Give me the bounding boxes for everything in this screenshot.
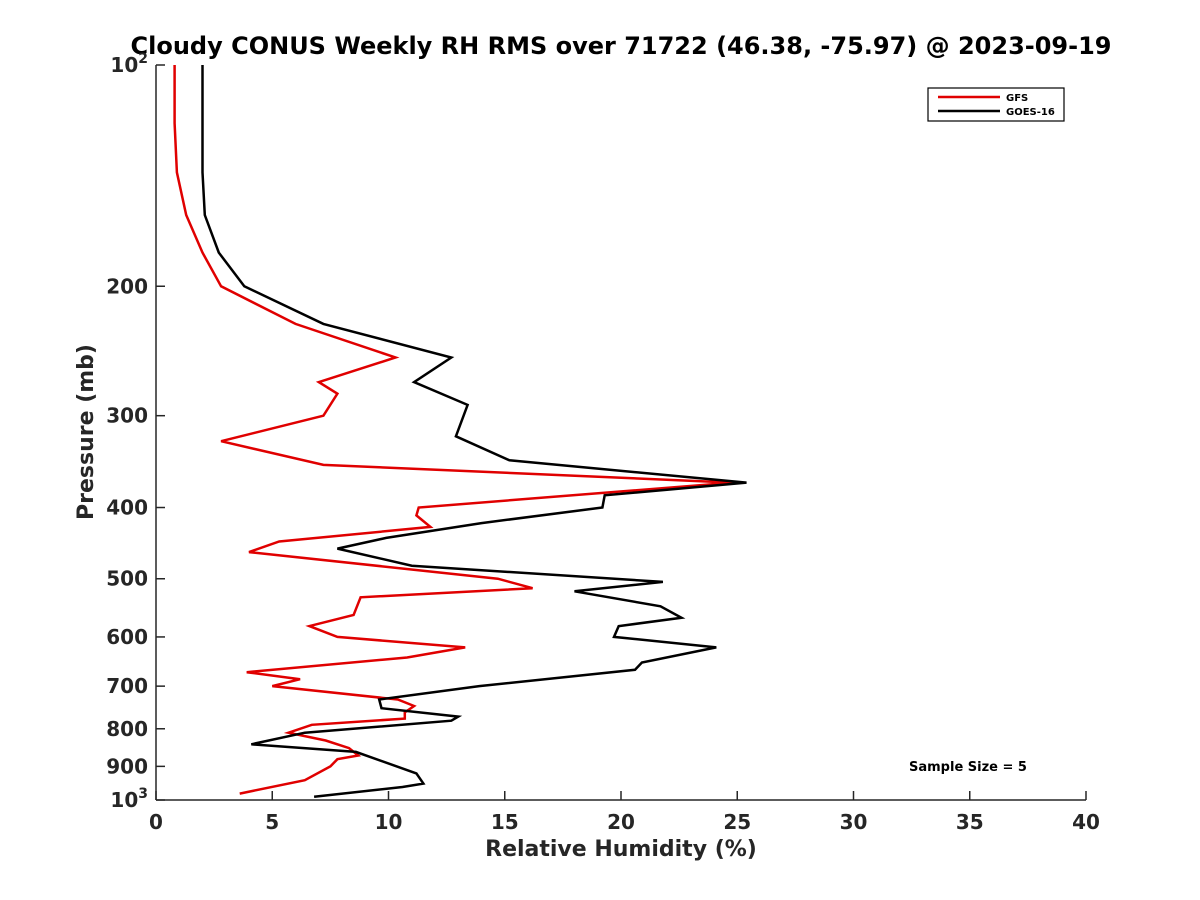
series-layer — [173, 65, 747, 799]
sample-size-annotation: Sample Size = 5 — [909, 760, 1027, 775]
x-tick-label: 0 — [149, 810, 163, 834]
plot-area — [156, 65, 1086, 800]
x-axis-title: Relative Humidity (%) — [485, 837, 757, 862]
y-tick-label: 300 — [106, 404, 148, 428]
series-line-gfs — [173, 65, 733, 795]
series-line-goes16 — [201, 65, 747, 799]
y-tick-label: 400 — [106, 496, 148, 520]
y-tick-label: 700 — [106, 674, 148, 698]
legend: GFS GOES-16 — [927, 87, 1065, 122]
y-tick-exponent: 3 — [138, 786, 148, 802]
y-tick-label: 600 — [106, 625, 148, 649]
x-tick-label: 10 — [375, 810, 403, 834]
x-tick-label: 15 — [491, 810, 519, 834]
x-axis-ticks: 0 5 10 15 20 25 30 35 40 — [149, 791, 1100, 834]
legend-label-goes16: GOES-16 — [1006, 107, 1055, 118]
x-tick-label: 20 — [607, 810, 635, 834]
x-tick-label: 5 — [265, 810, 279, 834]
y-tick-exponent: 2 — [138, 51, 148, 67]
y-tick-label: 800 — [106, 717, 148, 741]
legend-label-gfs: GFS — [1006, 93, 1028, 104]
x-tick-label: 35 — [956, 810, 984, 834]
y-tick-label: 102 — [110, 51, 148, 77]
y-axis-title: Pressure (mb) — [74, 344, 99, 520]
x-tick-label: 25 — [723, 810, 751, 834]
x-tick-label: 30 — [840, 810, 868, 834]
chart-title: Cloudy CONUS Weekly RH RMS over 71722 (4… — [131, 32, 1112, 60]
legend-box — [927, 87, 1065, 122]
y-tick-label: 900 — [106, 754, 148, 778]
y-tick-label: 103 — [110, 786, 148, 812]
y-tick-label: 200 — [106, 274, 148, 298]
y-tick-label: 500 — [106, 567, 148, 591]
x-tick-label: 40 — [1072, 810, 1100, 834]
y-axis-ticks: 102 200 300 400 500 600 700 800 900 103 — [106, 51, 165, 812]
